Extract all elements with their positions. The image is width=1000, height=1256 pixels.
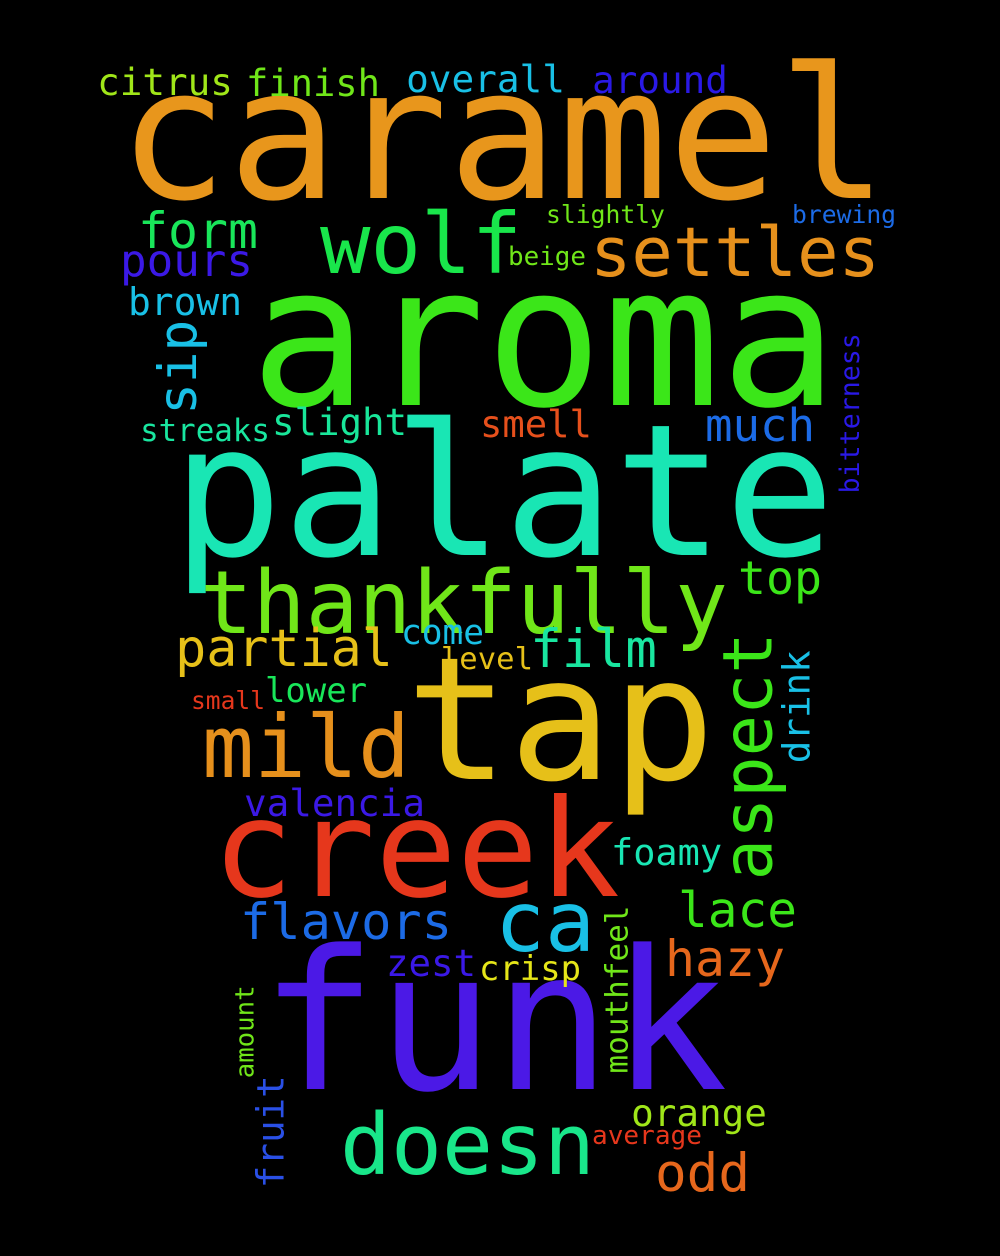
word-lace: lace bbox=[678, 881, 797, 940]
word-come: come bbox=[401, 612, 485, 653]
word-bitterness: bitterness bbox=[834, 332, 866, 494]
word-film: film bbox=[530, 618, 657, 680]
word-mild: mild bbox=[202, 698, 411, 799]
word-aspect: aspect bbox=[708, 631, 789, 881]
word-drink: drink bbox=[774, 650, 819, 763]
word-smell: smell bbox=[480, 401, 592, 446]
word-brown: brown bbox=[128, 279, 243, 324]
word-crisp: crisp bbox=[479, 949, 582, 988]
word-foamy: foamy bbox=[611, 830, 723, 874]
word-hazy: hazy bbox=[665, 930, 785, 989]
word-sip: sip bbox=[147, 319, 209, 415]
word-around: around bbox=[592, 57, 728, 102]
word-caramel: caramel bbox=[118, 29, 888, 243]
word-much: much bbox=[705, 399, 816, 453]
word-thankfully: thankfully bbox=[200, 552, 728, 655]
word-level: level bbox=[440, 642, 533, 678]
word-citrus: citrus bbox=[97, 60, 233, 105]
word-funk: funk bbox=[260, 909, 728, 1136]
word-lower: lower bbox=[265, 670, 368, 710]
word-overall: overall bbox=[406, 56, 565, 101]
word-odd: odd bbox=[655, 1142, 750, 1204]
word-tap: tap bbox=[406, 620, 716, 820]
word-partial: partial bbox=[175, 619, 393, 680]
word-pours: pours bbox=[120, 236, 254, 288]
word-small: small bbox=[191, 685, 266, 715]
word-settles: settles bbox=[590, 213, 880, 294]
word-mouthfeel: mouthfeel bbox=[599, 905, 636, 1073]
word-beige: beige bbox=[508, 241, 586, 272]
word-valencia: valencia bbox=[244, 780, 425, 825]
word-aroma: aroma bbox=[250, 224, 838, 452]
word-creek: creek bbox=[212, 770, 620, 929]
word-finish: finish bbox=[246, 61, 380, 105]
word-fruit: fruit bbox=[248, 1075, 293, 1188]
word-doesn: doesn bbox=[340, 1094, 595, 1194]
word-palate: palate bbox=[172, 385, 835, 599]
word-wolf: wolf bbox=[320, 195, 523, 293]
word-amount: amount bbox=[230, 985, 261, 1078]
word-slightly: slightly bbox=[546, 199, 665, 229]
word-orange: orange bbox=[631, 1090, 767, 1135]
word-average: average bbox=[592, 1120, 702, 1151]
word-flavors: flavors bbox=[240, 892, 452, 952]
word-brewing: brewing bbox=[792, 199, 897, 229]
word-slight: slight bbox=[272, 399, 408, 444]
word-top: top bbox=[738, 550, 822, 605]
word-streaks: streaks bbox=[140, 413, 270, 450]
word-form: form bbox=[138, 201, 258, 260]
word-zest: zest bbox=[386, 941, 477, 986]
word-ca: ca bbox=[495, 874, 595, 971]
